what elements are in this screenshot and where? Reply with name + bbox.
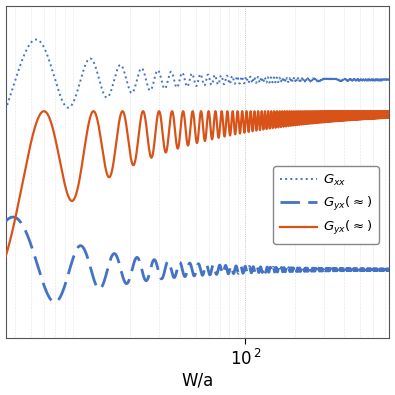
$G_{yx}(\approx)$ (247, 122, 252, 127)
Line: $G_{yx}(\approx)$: $G_{yx}(\approx)$ (6, 111, 389, 257)
$G_{xx}$ (230, 74, 235, 79)
$G_{yx}(\approx)$ (23, 169, 27, 173)
$G_{yx}(\approx)$ (11, 215, 15, 220)
$G_{yx}(\approx)$ (230, 109, 235, 114)
$G_{yx}(\approx)$ (387, 114, 392, 118)
$G_{xx}$ (142, 72, 147, 77)
$G_{yx}(\approx)$ (142, 112, 147, 117)
$G_{xx}$ (3, 107, 8, 112)
$G_{yx}(\approx)$ (23, 227, 27, 232)
Line: $G_{xx}$: $G_{xx}$ (6, 40, 389, 110)
$G_{xx}$ (308, 77, 313, 82)
$G_{xx}$ (288, 79, 293, 84)
$G_{yx}(\approx)$ (288, 117, 293, 122)
Line: $G_{yx}(\approx)$: $G_{yx}(\approx)$ (6, 217, 389, 302)
X-axis label: W/a: W/a (181, 371, 214, 389)
$G_{xx}$ (34, 37, 38, 42)
Legend: $G_{xx}$, $G_{yx}(\approx)$, $G_{yx}(\approx)$: $G_{xx}$, $G_{yx}(\approx)$, $G_{yx}(\ap… (273, 166, 379, 244)
$G_{yx}(\approx)$ (230, 269, 235, 274)
$G_{yx}(\approx)$ (378, 109, 383, 114)
$G_{yx}(\approx)$ (3, 254, 8, 259)
$G_{yx}(\approx)$ (387, 268, 392, 273)
$G_{yx}(\approx)$ (53, 300, 57, 305)
$G_{yx}(\approx)$ (3, 219, 8, 224)
$G_{yx}(\approx)$ (288, 269, 293, 273)
$G_{yx}(\approx)$ (308, 119, 313, 124)
$G_{xx}$ (387, 78, 392, 83)
$G_{yx}(\approx)$ (142, 276, 147, 281)
$G_{xx}$ (23, 51, 27, 56)
$G_{yx}(\approx)$ (247, 264, 252, 269)
$G_{yx}(\approx)$ (308, 266, 313, 271)
$G_{xx}$ (247, 77, 252, 81)
